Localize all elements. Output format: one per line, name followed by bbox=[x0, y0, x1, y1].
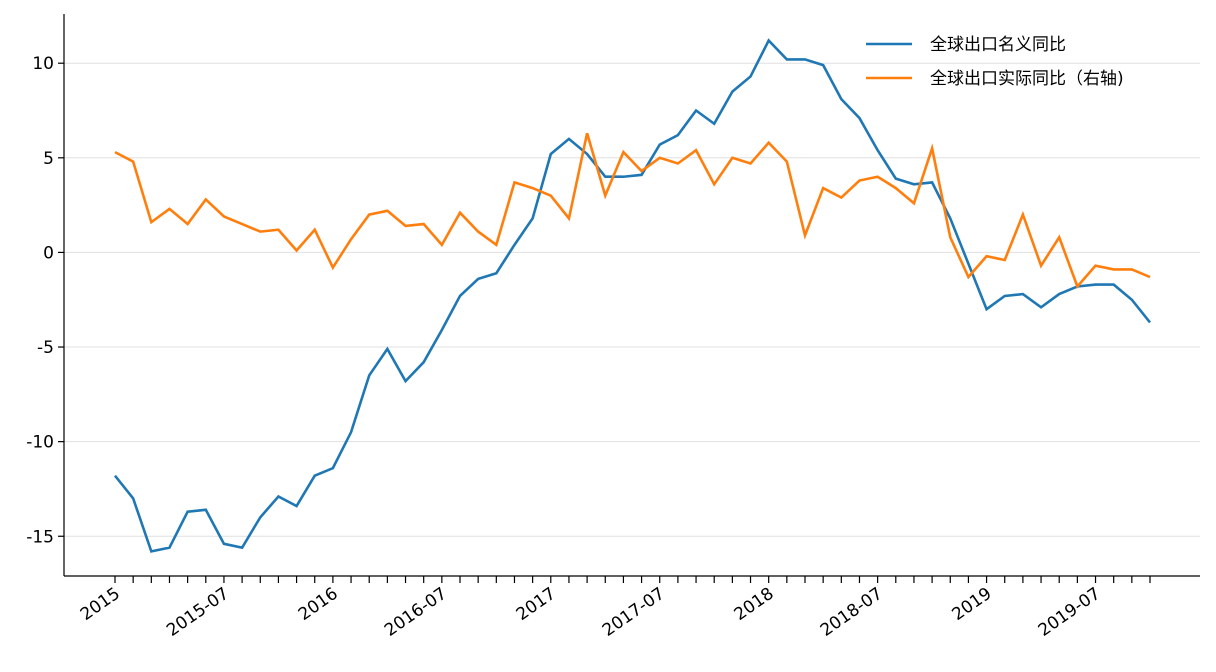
legend-label: 全球出口实际同比（右轴) bbox=[930, 69, 1124, 89]
series-line bbox=[114, 132, 1151, 289]
y-tick-label: -15 bbox=[26, 527, 54, 547]
x-tick-label: 2019-07 bbox=[1035, 584, 1105, 641]
series-line bbox=[113, 38, 1152, 553]
y-tick-label: 10 bbox=[32, 54, 54, 74]
x-tick-label: 2016-07 bbox=[381, 584, 451, 641]
y-tick-label: 0 bbox=[43, 243, 54, 263]
x-tick-label: 2019 bbox=[949, 584, 996, 625]
y-tick-label: -5 bbox=[37, 338, 54, 358]
x-tick-label: 2017 bbox=[513, 584, 560, 625]
y-tick-label: 5 bbox=[43, 149, 54, 169]
x-tick-label: 2015 bbox=[77, 584, 124, 625]
y-tick-label: -10 bbox=[26, 433, 54, 453]
legend-label: 全球出口名义同比 bbox=[930, 35, 1066, 55]
x-tick-label: 2015-07 bbox=[163, 584, 233, 641]
x-tick-label: 2017-07 bbox=[599, 584, 669, 641]
x-tick-label: 2016 bbox=[295, 584, 342, 625]
x-tick-label: 2018-07 bbox=[817, 584, 887, 641]
x-tick-label: 2018 bbox=[731, 584, 778, 625]
